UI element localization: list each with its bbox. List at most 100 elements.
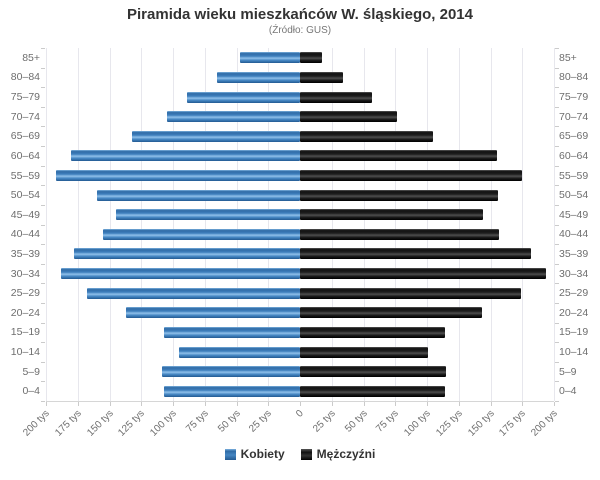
x-axis-tick [458, 402, 460, 406]
x-axis-tick [236, 402, 238, 406]
gridline [522, 48, 524, 401]
bar-kobiety-20–24 [126, 307, 300, 319]
y-axis-tick [555, 322, 559, 324]
y-axis-tick [555, 283, 559, 285]
gridline [77, 48, 79, 401]
x-axis-tick [490, 402, 492, 406]
age-label-left: 25–29 [10, 287, 40, 300]
age-label-right: 35–39 [559, 247, 589, 260]
gridline [141, 48, 143, 401]
y-axis-tick [555, 224, 559, 226]
bar-kobiety-75–79 [187, 91, 300, 103]
gridline [236, 48, 238, 401]
bar-mezczyzni-35–39 [300, 248, 532, 260]
y-axis-tick [555, 87, 559, 89]
age-label-left: 0–4 [22, 385, 40, 398]
legend-female-label: Kobiety [240, 447, 285, 461]
bar-kobiety-35–39 [73, 248, 300, 260]
age-label-right: 5–9 [559, 365, 577, 378]
age-label-right: 15–19 [559, 326, 589, 339]
gridline [268, 48, 270, 401]
gridline [363, 48, 365, 401]
bar-kobiety-70–74 [166, 111, 300, 123]
bar-kobiety-40–44 [103, 228, 300, 240]
bar-mezczyzni-85+ [300, 52, 322, 64]
bar-mezczyzni-45–49 [300, 209, 483, 221]
y-axis-tick [555, 244, 559, 246]
age-label-left: 70–74 [10, 110, 40, 123]
age-label-right: 85+ [559, 51, 577, 64]
bar-mezczyzni-0–4 [300, 385, 445, 397]
legend-item-kobiety[interactable]: Kobiety [224, 447, 285, 461]
y-axis-tick [41, 342, 45, 344]
x-axis-tick [109, 402, 111, 406]
bar-mezczyzni-40–44 [300, 228, 500, 240]
y-axis-tick [41, 244, 45, 246]
age-label-right: 50–54 [559, 189, 589, 202]
age-label-left: 5–9 [22, 365, 40, 378]
age-label-left: 50–54 [10, 189, 40, 202]
x-axis-tick [395, 402, 397, 406]
age-label-left: 45–49 [10, 208, 40, 221]
age-label-right: 60–64 [559, 149, 589, 162]
x-axis-tick [141, 402, 143, 406]
x-axis-tick [77, 402, 79, 406]
x-axis-tick [427, 402, 428, 406]
chart-legend: Kobiety Mężczyźni [0, 447, 600, 461]
y-axis-tick [555, 361, 559, 363]
age-label-right: 0–4 [559, 385, 577, 398]
age-label-right: 20–24 [559, 306, 589, 319]
y-axis-tick [41, 361, 45, 363]
y-axis-tick [41, 263, 45, 265]
bar-mezczyzni-30–34 [300, 268, 547, 279]
y-axis-tick [555, 342, 559, 344]
age-label-left: 85+ [22, 51, 40, 64]
x-axis-tick [554, 402, 555, 406]
plot-area [46, 48, 555, 402]
y-axis-tick [41, 67, 45, 69]
bar-mezczyzni-5–9 [300, 366, 447, 378]
gridline [490, 48, 492, 401]
gridline [458, 48, 460, 401]
age-label-right: 25–29 [559, 287, 589, 300]
bar-mezczyzni-20–24 [300, 307, 482, 319]
y-axis-tick [41, 87, 45, 89]
y-axis-tick [41, 106, 45, 108]
bar-mezczyzni-65–69 [300, 130, 434, 142]
y-axis-tick [555, 401, 559, 402]
y-axis-tick [41, 48, 45, 49]
y-axis-tick [41, 381, 45, 383]
y-axis-tick [555, 204, 559, 206]
male-swatch-icon [300, 448, 312, 460]
bar-mezczyzni-25–29 [300, 287, 521, 299]
age-label-left: 10–14 [10, 346, 40, 358]
gridline [554, 48, 555, 401]
x-axis-tick [173, 402, 174, 406]
y-axis-tick [41, 204, 45, 206]
gridline [427, 48, 428, 401]
y-axis-tick [555, 165, 559, 167]
age-label-left: 15–19 [10, 326, 40, 339]
bar-kobiety-0–4 [164, 385, 300, 397]
bar-kobiety-15–19 [164, 326, 300, 338]
y-axis-tick [555, 48, 559, 49]
age-label-right: 45–49 [559, 208, 589, 221]
bar-mezczyzni-70–74 [300, 111, 397, 123]
bar-kobiety-55–59 [56, 170, 300, 181]
legend-male-label: Mężczyźni [316, 447, 376, 461]
x-axis-tick [331, 402, 333, 406]
x-axis-tick [300, 402, 301, 406]
gridline [204, 48, 206, 401]
legend-item-mezczyzni[interactable]: Mężczyźni [300, 447, 376, 461]
y-axis-tick [41, 146, 45, 148]
age-label-left: 20–24 [10, 306, 40, 319]
age-label-left: 55–59 [10, 169, 40, 182]
age-label-right: 40–44 [559, 228, 589, 241]
gridline [46, 48, 47, 401]
bar-kobiety-10–14 [179, 346, 300, 358]
y-axis-tick [555, 185, 559, 187]
age-label-left: 35–39 [10, 247, 40, 260]
age-label-right: 70–74 [559, 110, 589, 123]
y-axis-tick [41, 185, 45, 187]
